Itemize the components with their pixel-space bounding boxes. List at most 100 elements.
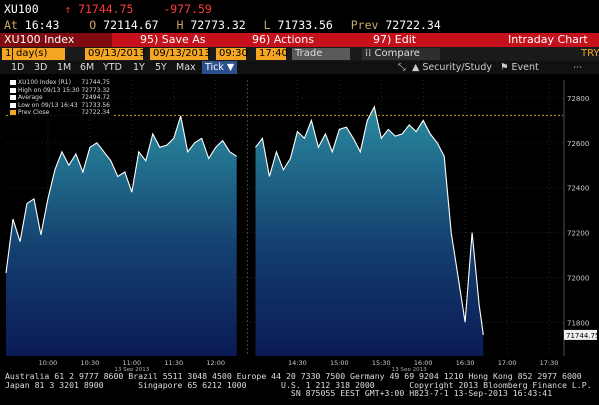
legend-label: Prev Close — [18, 109, 50, 117]
x-tick-label: 16:00 — [414, 359, 433, 367]
legend-value: 71744.75 — [81, 79, 110, 86]
security-study-label: Security/Study — [422, 62, 492, 73]
legend-swatch — [10, 80, 16, 85]
legend-row: Prev Close 72722.34 — [10, 109, 110, 117]
chart-areas — [6, 106, 484, 357]
range-1m[interactable]: 1M — [57, 62, 72, 73]
legend-row: XU100 Index (R1) 71744.75 — [10, 79, 110, 87]
compare-icon: ⁞⁞ — [365, 48, 375, 59]
options-icon[interactable]: ⋯ — [573, 62, 583, 73]
edit-menu[interactable]: 97) Edit — [373, 33, 417, 46]
series-line-morning — [5, 115, 237, 274]
down-arrow-icon: ↑ — [64, 3, 72, 16]
security-field[interactable]: XU100 Index — [0, 33, 112, 47]
legend-row: High on 09/13 15:30 72773.32 — [10, 87, 110, 95]
quote-time: 16:43 — [24, 18, 60, 32]
legend-value: 71733.56 — [81, 101, 110, 109]
type-select[interactable]: Trade — [292, 48, 350, 60]
x-tick-label: 11:30 — [164, 359, 183, 367]
x-tick-label: 17:00 — [498, 359, 517, 367]
chart-lines — [5, 105, 484, 335]
legend-value: 72722.34 — [81, 109, 110, 117]
range-max[interactable]: Max — [176, 62, 196, 73]
chart-title: Intraday Chart — [508, 33, 588, 46]
x-tick-label: 11:00 — [122, 359, 141, 367]
event-label: Event — [511, 62, 539, 73]
footer-line-3: SN 875055 EEST GMT+3:00 H823-7-1 13-Sep-… — [5, 388, 553, 399]
x-tick-label: 10:00 — [39, 359, 58, 367]
y-tick-label: 72600 — [567, 140, 589, 148]
save-as-button[interactable]: 95) Save As — [140, 33, 206, 46]
legend-value: 72773.32 — [81, 86, 110, 94]
legend-swatch — [10, 87, 16, 93]
security-study-icon: ▲ — [412, 62, 423, 73]
resize-icon[interactable]: ⤡ — [398, 62, 406, 73]
legend-label: Average — [18, 94, 43, 102]
legend-swatch — [10, 102, 16, 108]
x-tick-label: 15:30 — [372, 359, 391, 367]
high-label: H — [176, 18, 184, 32]
range-ytd[interactable]: YTD — [103, 62, 122, 73]
legend-label: Low on 09/13 16:43 — [18, 101, 78, 109]
low-label: L — [263, 18, 271, 32]
x-tick-label: 17:30 — [540, 359, 559, 367]
currency-label: TRY — [581, 48, 599, 59]
last-price: 71744.75 — [78, 2, 134, 16]
compare-label: Compare — [374, 48, 420, 59]
high-price: 72773.32 — [190, 18, 246, 32]
start-time-input[interactable]: 09:30 — [216, 48, 248, 60]
open-label: O — [89, 18, 97, 32]
period-unit-select[interactable]: day(s) — [13, 48, 65, 60]
ticker-symbol: XU100 — [4, 2, 39, 16]
legend-label: High on 09/13 15:30 — [18, 86, 80, 94]
prev-label: Prev — [350, 18, 379, 32]
quote-header: XU100 ↑ 71744.75 -977.59 At 16:43 O 7211… — [0, 0, 599, 33]
legend-swatch — [10, 95, 16, 101]
y-tick-label: 72800 — [567, 95, 589, 103]
range-5y[interactable]: 5Y — [155, 62, 167, 73]
end-date-input[interactable]: 09/13/2013 — [150, 48, 211, 60]
prev-price: 72722.34 — [385, 18, 441, 32]
security-study-button[interactable]: ▲ Security/Study — [412, 61, 492, 74]
y-axis: 72800 72600 72400 72200 72000 71800 — [563, 80, 589, 356]
y-tick-label: 72400 — [567, 185, 589, 193]
area-morning-session — [6, 115, 237, 357]
menu-bar: XU100 Index 95) Save As 96) Actions 97) … — [0, 33, 599, 47]
x-tick-label: 14:30 — [288, 359, 307, 367]
price-change: -977.59 — [163, 2, 212, 16]
range-tick[interactable]: Tick ▼ — [202, 61, 238, 74]
y-tick-label: 72200 — [567, 230, 589, 238]
legend-label: XU100 Index (R1) — [18, 79, 71, 86]
compare-button[interactable]: ⁞⁞ Compare — [362, 48, 440, 60]
x-tick-label: 12:00 — [206, 359, 225, 367]
range-1d[interactable]: 1D — [11, 62, 25, 73]
event-button[interactable]: ⚑ Event — [500, 61, 539, 74]
last-value-tag: 71744.75 — [564, 329, 599, 340]
area-afternoon-session — [255, 106, 484, 357]
legend-value: 72494.72 — [81, 94, 110, 102]
y-tick-label: 71800 — [567, 319, 589, 327]
range-1y[interactable]: 1Y — [133, 62, 145, 73]
range-tick-label: Tick — [205, 62, 224, 73]
footer-line-1: Australia 61 2 9777 8600 Brazil 5511 304… — [5, 371, 582, 381]
y-tick-label: 72000 — [567, 274, 589, 282]
legend-row: Average 72494.72 — [10, 94, 110, 102]
x-tick-label: 10:30 — [81, 359, 100, 367]
actions-menu[interactable]: 96) Actions — [252, 33, 314, 46]
start-date-input[interactable]: 09/13/2013 — [85, 48, 146, 60]
x-date-label-morning: 13 Sep 2013 — [114, 367, 149, 371]
range-6m[interactable]: 6M — [80, 62, 95, 73]
time-label: At — [4, 18, 18, 32]
legend-row: Low on 09/13 16:43 71733.56 — [10, 102, 110, 110]
footer: Australia 61 2 9777 8600 Brazil 5511 304… — [0, 371, 599, 405]
legend-swatch — [10, 110, 16, 116]
chart-legend: XU100 Index (R1) 71744.75 High on 09/13 15… — [8, 78, 112, 118]
open-price: 72114.67 — [103, 18, 159, 32]
intraday-chart[interactable]: 72800 72600 72400 72200 72000 71800 10:00 10:3… — [0, 74, 599, 371]
range-bar: 1D 3D 1M 6M YTD 1Y 5Y Max Tick ▼ ⤡ ▲ Sec… — [0, 61, 599, 74]
x-tick-label: 15:00 — [330, 359, 349, 367]
end-time-input[interactable]: 17:40 — [256, 48, 288, 60]
range-3d[interactable]: 3D — [34, 62, 48, 73]
x-date-label-afternoon: 13 Sep 2013 — [392, 367, 427, 371]
period-input[interactable]: 1 — [2, 48, 12, 60]
